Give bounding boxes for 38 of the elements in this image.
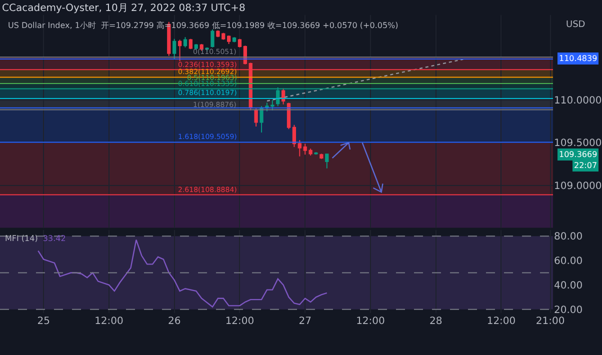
y-tick-label: 109.0000 <box>554 180 602 192</box>
candlestick <box>320 153 324 160</box>
x-tick-label: 27 <box>298 316 312 327</box>
x-tick-label: 12:00 <box>356 316 385 327</box>
candlestick <box>172 38 176 59</box>
annotation: 33.42 <box>42 234 66 243</box>
candlestick <box>232 36 236 43</box>
candlestick <box>183 36 188 48</box>
y-tick-label: 80.00 <box>554 232 583 243</box>
candlestick <box>260 106 264 134</box>
candlestick <box>325 154 329 169</box>
x-tick-label: 12:00 <box>486 316 516 327</box>
x-tick-label: 12:00 <box>225 316 254 327</box>
candlestick <box>226 34 231 44</box>
candlestick <box>188 38 193 50</box>
x-tick-label: 12:00 <box>94 316 124 327</box>
y-tick-label: 60.00 <box>554 256 583 268</box>
x-tick-label: 26 <box>168 316 181 327</box>
candlestick <box>314 152 318 156</box>
candlestick <box>254 108 258 128</box>
y-tick-label: 40.00 <box>554 280 583 292</box>
candlestick <box>292 124 296 148</box>
candlestick <box>238 38 242 48</box>
x-tick-label: 28 <box>429 316 442 327</box>
text: 110.4839 <box>559 54 598 63</box>
x-tick-label: 21:00 <box>536 316 565 327</box>
y-tick-label: 110.0000 <box>554 96 602 107</box>
y-tick-label: 20.00 <box>554 304 583 316</box>
chart-title: CCacademy-Oyster, 10月 27, 2022 08:37 UTC+8 <box>2 3 246 14</box>
y-tick-label: 109.5000 <box>554 138 602 150</box>
candlestick <box>210 28 214 48</box>
x-tick-label: 25 <box>37 316 50 327</box>
candlestick <box>298 140 302 157</box>
text: 109.3669 <box>559 150 598 159</box>
candlestick <box>178 39 182 62</box>
chart-title: MFI (14) <box>5 234 38 243</box>
text: 22:07 <box>574 161 598 170</box>
y-axis-title: USD <box>566 20 586 30</box>
